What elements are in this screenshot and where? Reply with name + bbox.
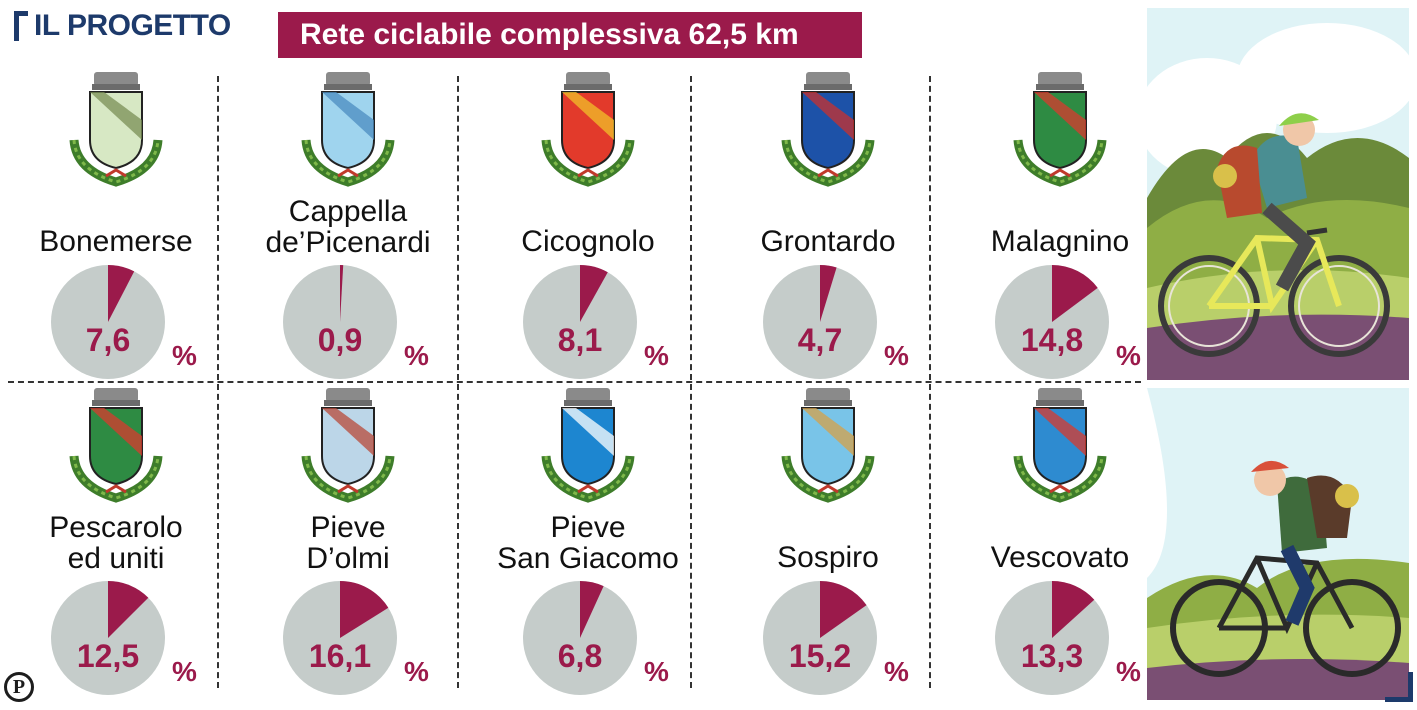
municipality-name-line: Grontardo <box>760 225 896 258</box>
municipal-crest-icon <box>778 70 878 193</box>
percent-sign: % <box>172 656 197 687</box>
municipality-cell: Cicognolo 8,1% <box>472 64 704 394</box>
share-value-label: 0,9 <box>317 322 363 358</box>
municipality-name: Grontardo <box>712 226 944 257</box>
percent-sign: % <box>172 340 197 371</box>
share-pie <box>283 581 397 695</box>
municipal-crest-icon <box>538 70 638 193</box>
share-value-label: 15,2 <box>788 638 852 674</box>
municipality-cell: Pieve D’olmi 16,1% <box>232 380 464 710</box>
share-value-label: 14,8 <box>1020 322 1084 358</box>
cyclist-illustration-top <box>1147 8 1409 380</box>
municipality-name-line: Malagnino <box>990 225 1130 258</box>
municipality-cell: Grontardo 4,7% <box>712 64 944 394</box>
share-pie <box>763 265 877 379</box>
municipality-name: Cappella de’Picenardi <box>232 196 464 258</box>
share-pie <box>995 581 1109 695</box>
share-value-label: 6,8 <box>557 638 603 674</box>
share-value-label: 12,5 <box>76 638 140 674</box>
municipality-cell: Vescovato 13,3% <box>944 380 1176 710</box>
municipality-cell: Sospiro 15,2% <box>712 380 944 710</box>
publisher-logo: P <box>4 672 34 702</box>
cyclist-illustration-bottom <box>1147 388 1409 700</box>
pie-slice <box>1052 265 1098 322</box>
percent-sign: % <box>884 340 909 371</box>
municipality-name: Pieve San Giacomo <box>472 512 704 574</box>
percent-sign: % <box>404 656 429 687</box>
pie-slice <box>580 265 608 322</box>
municipal-crest-icon <box>66 386 166 509</box>
percent-sign: % <box>644 656 669 687</box>
share-value-label: 4,7 <box>797 322 843 358</box>
municipality-name: Vescovato <box>944 542 1176 573</box>
share-value-label: 16,1 <box>308 638 372 674</box>
share-pie <box>995 265 1109 379</box>
pie-slice <box>108 265 135 322</box>
municipality-name-line: Sospiro <box>777 541 879 574</box>
municipal-crest-icon <box>778 386 878 509</box>
percent-sign: % <box>644 340 669 371</box>
municipality-cell: Pescarolo ed uniti 12,5% <box>0 380 232 710</box>
municipality-name: Sospiro <box>712 542 944 573</box>
municipality-cell: Malagnino 14,8% <box>944 64 1176 394</box>
municipality-cell: Cappella de’Picenardi 0,9% <box>232 64 464 394</box>
municipality-cell: Bonemerse 7,6% <box>0 64 232 394</box>
municipality-name-line: D’olmi <box>306 542 390 575</box>
percent-sign: % <box>1116 656 1141 687</box>
municipal-crest-icon <box>538 386 638 509</box>
percent-sign: % <box>884 656 909 687</box>
pie-slice <box>820 581 867 638</box>
municipality-name-line: de’Picenardi <box>265 226 431 259</box>
percent-sign: % <box>404 340 429 371</box>
municipality-name-line: San Giacomo <box>497 542 679 575</box>
municipal-crest-icon <box>298 70 398 193</box>
municipality-name-line: Pescarolo <box>49 511 183 544</box>
pie-slice <box>580 581 604 638</box>
pie-slice <box>108 581 149 638</box>
network-total-banner: Rete ciclabile complessiva 62,5 km <box>278 12 862 58</box>
municipality-cell: Pieve San Giacomo 6,8% <box>472 380 704 710</box>
municipality-name-line: Cicognolo <box>521 225 655 258</box>
municipality-name-line: Vescovato <box>990 541 1130 574</box>
share-pie <box>523 581 637 695</box>
title-bracket-icon <box>14 11 28 41</box>
share-pie <box>51 581 165 695</box>
percent-sign: % <box>1116 340 1141 371</box>
municipality-name: Pieve D’olmi <box>232 512 464 574</box>
pie-slice <box>340 265 344 322</box>
section-title-text: IL PROGETTO <box>34 9 231 42</box>
municipal-crest-icon <box>66 70 166 193</box>
pie-slice <box>820 265 837 322</box>
municipality-name-line: Pieve <box>310 511 386 544</box>
share-value-label: 8,1 <box>557 322 603 358</box>
pie-slice <box>340 581 389 638</box>
pie-slice <box>1052 581 1095 638</box>
share-pie <box>763 581 877 695</box>
section-title: IL PROGETTO <box>14 8 231 44</box>
share-pie <box>283 265 397 379</box>
municipality-name-line: Bonemerse <box>39 225 193 258</box>
municipal-crest-icon <box>298 386 398 509</box>
share-pie <box>523 265 637 379</box>
share-value-label: 7,6 <box>85 322 131 358</box>
municipality-name: Cicognolo <box>472 226 704 257</box>
municipality-name-line: Cappella <box>288 195 408 228</box>
municipal-crest-icon <box>1010 70 1110 193</box>
municipality-name: Malagnino <box>944 226 1176 257</box>
share-value-label: 13,3 <box>1020 638 1084 674</box>
municipality-name: Bonemerse <box>0 226 232 257</box>
municipality-name-line: ed uniti <box>67 542 165 575</box>
share-pie <box>51 265 165 379</box>
row-divider <box>8 381 1141 383</box>
corner-bracket-icon <box>1385 672 1413 702</box>
municipality-name: Pescarolo ed uniti <box>0 512 232 574</box>
municipality-name-line: Pieve <box>550 511 626 544</box>
municipal-crest-icon <box>1010 386 1110 509</box>
